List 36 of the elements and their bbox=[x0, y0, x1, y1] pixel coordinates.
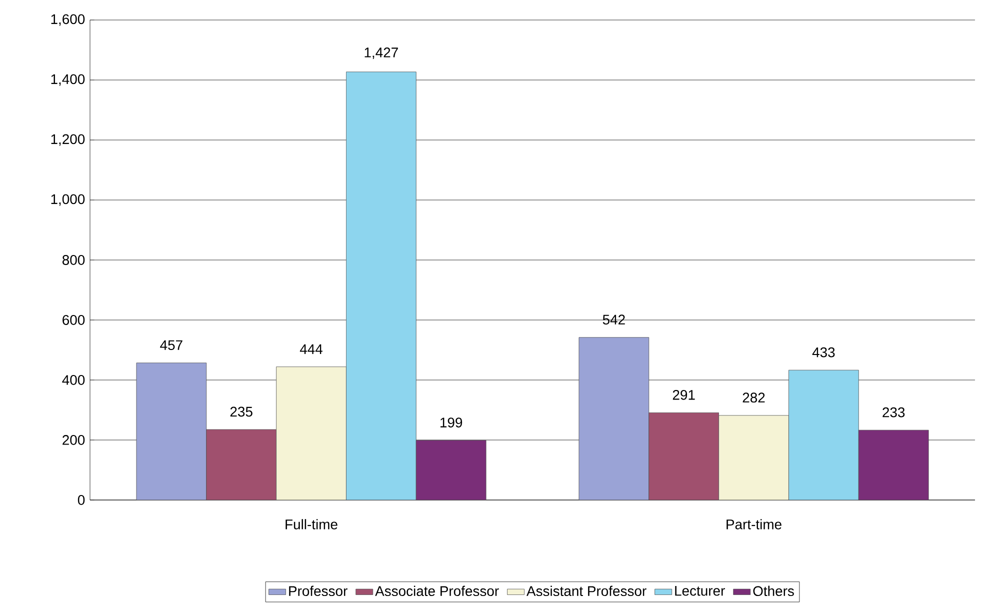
bar bbox=[346, 72, 416, 500]
data-label: 291 bbox=[672, 390, 695, 400]
y-tick-label: 1,600 bbox=[51, 14, 85, 26]
y-tick-label: 1,000 bbox=[51, 194, 85, 206]
y-tick-label: 0 bbox=[78, 495, 85, 505]
bar bbox=[276, 366, 346, 500]
y-tick-label: 1,200 bbox=[51, 134, 85, 146]
bar bbox=[416, 440, 486, 500]
bar bbox=[858, 430, 929, 500]
data-label: 282 bbox=[742, 392, 765, 403]
bar bbox=[648, 412, 719, 500]
legend-label: Associate Professor bbox=[375, 586, 499, 596]
data-label: 542 bbox=[602, 314, 625, 325]
data-label: 457 bbox=[160, 340, 182, 350]
legend-label: Assistant Professor bbox=[526, 586, 646, 596]
legend-label: Lecturer bbox=[675, 586, 725, 596]
x-tick-label: Part-time bbox=[726, 519, 782, 530]
y-tick-label: 600 bbox=[62, 315, 85, 325]
y-tick-label: 1,400 bbox=[51, 74, 85, 86]
y-tick-label: 800 bbox=[62, 255, 85, 265]
bar bbox=[788, 370, 859, 500]
bar bbox=[206, 429, 276, 500]
legend-label: Others bbox=[753, 586, 794, 596]
bar bbox=[136, 362, 207, 500]
data-label: 1,427 bbox=[364, 48, 398, 60]
data-label: 235 bbox=[230, 406, 252, 417]
data-label: 444 bbox=[300, 344, 322, 354]
bar bbox=[718, 415, 789, 500]
legend-label: Professor bbox=[289, 586, 348, 596]
data-label: 233 bbox=[882, 407, 905, 418]
y-tick-label: 400 bbox=[62, 375, 85, 385]
y-tick-label: 200 bbox=[62, 435, 85, 445]
data-label: 433 bbox=[812, 347, 835, 358]
data-label: 199 bbox=[440, 418, 462, 428]
bar bbox=[578, 337, 650, 500]
x-tick-label: Full-time bbox=[286, 519, 338, 530]
